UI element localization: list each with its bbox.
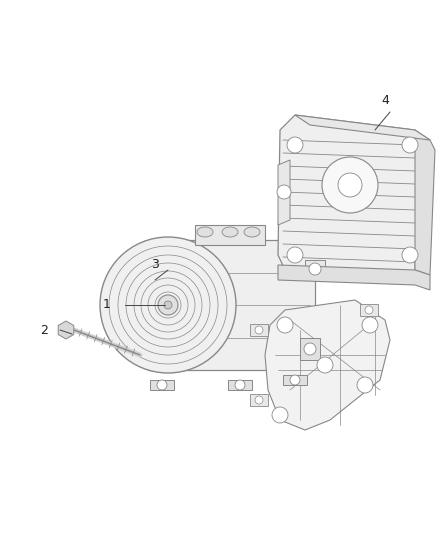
Ellipse shape <box>277 185 291 199</box>
Ellipse shape <box>402 137 418 153</box>
Ellipse shape <box>309 263 321 275</box>
Text: 1: 1 <box>103 298 111 311</box>
Ellipse shape <box>362 317 378 333</box>
Polygon shape <box>415 130 435 275</box>
Ellipse shape <box>317 357 333 373</box>
Bar <box>150 380 174 390</box>
Bar <box>305 260 325 278</box>
Bar <box>228 380 252 390</box>
Ellipse shape <box>164 301 172 309</box>
Ellipse shape <box>277 317 293 333</box>
Polygon shape <box>265 300 390 430</box>
Ellipse shape <box>338 173 362 197</box>
Ellipse shape <box>244 227 260 237</box>
Ellipse shape <box>290 375 300 385</box>
Ellipse shape <box>158 295 178 315</box>
Bar <box>195 225 265 245</box>
Polygon shape <box>58 321 74 339</box>
Bar <box>148 240 315 370</box>
Bar <box>360 304 378 316</box>
Text: 2: 2 <box>40 324 48 336</box>
Ellipse shape <box>157 380 167 390</box>
Polygon shape <box>278 265 430 290</box>
Ellipse shape <box>255 326 263 334</box>
Ellipse shape <box>365 306 373 314</box>
Polygon shape <box>278 115 420 280</box>
Text: 4: 4 <box>381 93 389 107</box>
Polygon shape <box>278 160 290 225</box>
Bar <box>283 375 307 385</box>
Ellipse shape <box>304 343 316 355</box>
Ellipse shape <box>255 396 263 404</box>
Bar <box>250 394 268 406</box>
Ellipse shape <box>235 380 245 390</box>
Ellipse shape <box>100 237 236 373</box>
Ellipse shape <box>197 227 213 237</box>
Bar <box>300 338 320 360</box>
Ellipse shape <box>402 247 418 263</box>
Ellipse shape <box>357 377 373 393</box>
Ellipse shape <box>287 137 303 153</box>
Ellipse shape <box>322 157 378 213</box>
Ellipse shape <box>272 407 288 423</box>
Ellipse shape <box>222 227 238 237</box>
Ellipse shape <box>287 247 303 263</box>
Bar <box>250 324 268 336</box>
Polygon shape <box>295 115 430 140</box>
Text: 3: 3 <box>151 259 159 271</box>
